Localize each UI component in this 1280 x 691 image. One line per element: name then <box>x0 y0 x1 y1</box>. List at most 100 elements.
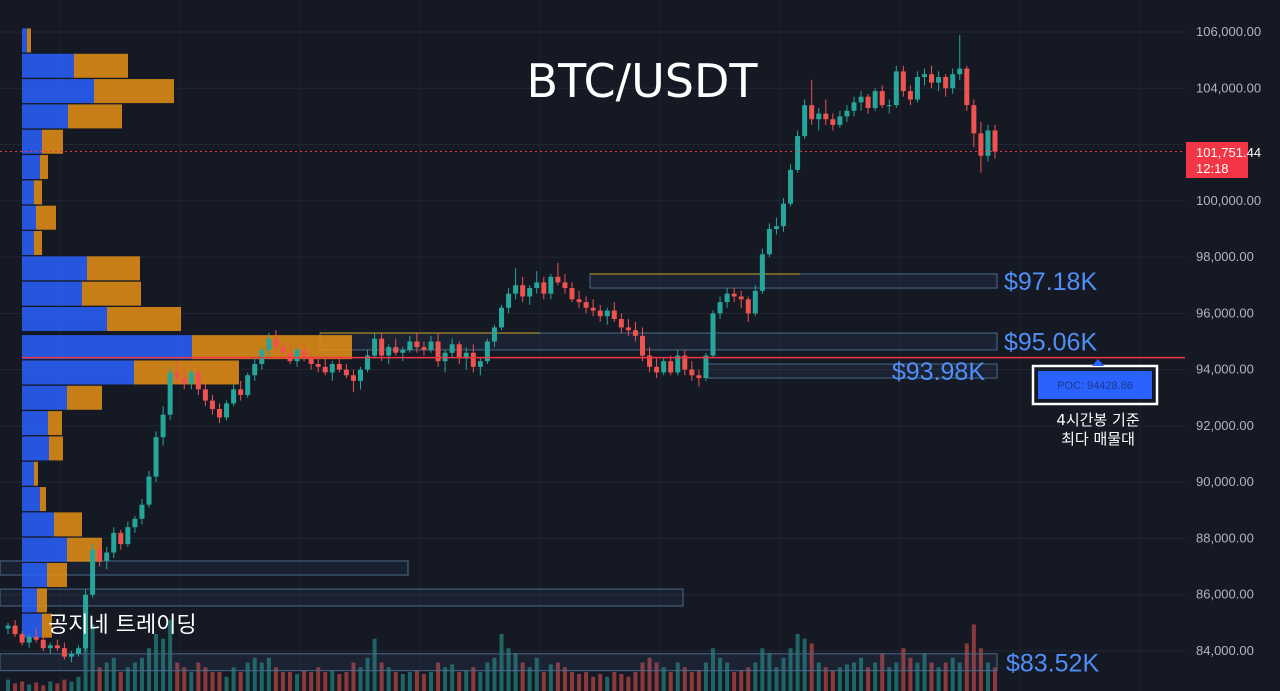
profile-sell-bar <box>74 53 128 78</box>
candle-body <box>618 318 624 328</box>
candle-body <box>640 335 645 356</box>
candle-body <box>195 372 201 390</box>
candle-body <box>886 105 892 107</box>
candle-body <box>788 169 794 204</box>
profile-buy-bar <box>22 411 48 436</box>
candle-body <box>710 313 716 356</box>
candle-body <box>428 341 434 350</box>
volume-bar <box>457 672 462 691</box>
candle-body <box>802 105 808 137</box>
profile-buy-bar <box>22 487 40 512</box>
volume-bar <box>718 657 723 691</box>
candle-body <box>329 364 335 373</box>
candle-body <box>26 636 32 643</box>
candle-body <box>294 349 300 362</box>
profile-buy-bar <box>22 360 134 385</box>
candle-body <box>837 116 843 125</box>
volume-bar <box>795 634 800 691</box>
profile-buy-bar <box>22 588 37 613</box>
candle-body <box>816 113 822 120</box>
volume-bar <box>76 676 81 691</box>
volume-bar <box>499 634 504 691</box>
profile-buy-bar <box>22 104 68 129</box>
price-tag-bg <box>1186 142 1248 178</box>
poc-note-line2: 최다 매물대 <box>1061 430 1135 448</box>
candle-body <box>470 352 476 367</box>
candle-body <box>252 364 258 376</box>
candle-body <box>731 293 737 297</box>
candle-body <box>484 341 490 362</box>
volume-bar <box>337 673 342 691</box>
volume-bar <box>844 664 849 691</box>
profile-sell-bar <box>107 306 181 331</box>
candle-body <box>555 276 561 283</box>
candle-body <box>111 532 117 553</box>
price-tag-countdown: 12:18 <box>1196 161 1229 176</box>
volume-bar <box>450 664 455 691</box>
candle-body <box>611 310 617 319</box>
volume-bar <box>788 648 793 691</box>
volume-bar <box>746 667 751 691</box>
volume-bar <box>280 672 285 691</box>
volume-bar <box>619 673 624 691</box>
volume-bar <box>421 673 426 691</box>
candle-body <box>506 293 512 308</box>
price-axis[interactable]: 84,000.00 86,000.00 88,000.00 90,000.00 92,0… <box>1196 24 1261 658</box>
volume-bar <box>175 662 180 691</box>
candle-body <box>964 68 970 106</box>
candle-body <box>118 532 124 545</box>
poc-label: POC: 94428.86 <box>1057 380 1133 392</box>
volume-bar <box>513 653 518 691</box>
volume-bar <box>20 681 25 691</box>
candle-body <box>900 71 906 92</box>
candle-body <box>146 476 152 505</box>
profile-buy-bar <box>22 180 34 205</box>
volume-bar <box>414 670 419 691</box>
candle-body <box>929 74 935 83</box>
candle-body <box>414 341 420 348</box>
candle-body <box>717 302 723 314</box>
candle-body <box>491 327 497 342</box>
volume-bar <box>203 667 208 691</box>
candle-body <box>675 355 681 373</box>
candle-body <box>823 113 829 120</box>
candle-body <box>724 293 730 303</box>
profile-buy-bar <box>22 436 49 461</box>
profile-buy-bar <box>22 256 87 281</box>
y-tick-label: 88,000.00 <box>1196 530 1254 545</box>
volume-bar <box>555 662 560 691</box>
volume-bar <box>957 662 962 691</box>
profile-sell-bar <box>40 155 48 180</box>
candle-body <box>400 349 406 353</box>
volume-bar <box>950 657 955 691</box>
profile-sell-bar <box>68 104 122 129</box>
volume-bar <box>591 676 596 691</box>
profile-sell-bar <box>34 231 42 256</box>
candle-body <box>132 518 138 528</box>
profile-buy-bar <box>22 281 82 306</box>
candle-body <box>534 282 540 289</box>
volume-bar <box>323 672 328 691</box>
profile-buy-bar <box>22 231 34 256</box>
volume-bar <box>534 657 539 691</box>
volume-bar <box>830 670 835 691</box>
volume-bar <box>711 648 715 691</box>
candle-body <box>950 74 956 89</box>
candle-body <box>781 203 786 227</box>
chart-title: BTC/USDT <box>527 54 759 108</box>
volume-bar <box>224 676 229 691</box>
volume-bar <box>344 672 349 691</box>
profile-sell-bar <box>34 461 38 486</box>
candle-body <box>879 91 885 106</box>
volume-bar <box>929 662 934 691</box>
watermark: 공지네 트레이딩 <box>48 613 197 638</box>
volume-bar <box>478 672 483 691</box>
profile-sell-bar <box>192 335 352 360</box>
volume-bar <box>739 670 744 691</box>
profile-sell-bar <box>42 613 52 638</box>
candle-body <box>463 352 469 359</box>
volume-bar <box>971 624 976 691</box>
candle-body <box>759 254 765 291</box>
candle-body <box>569 288 575 300</box>
